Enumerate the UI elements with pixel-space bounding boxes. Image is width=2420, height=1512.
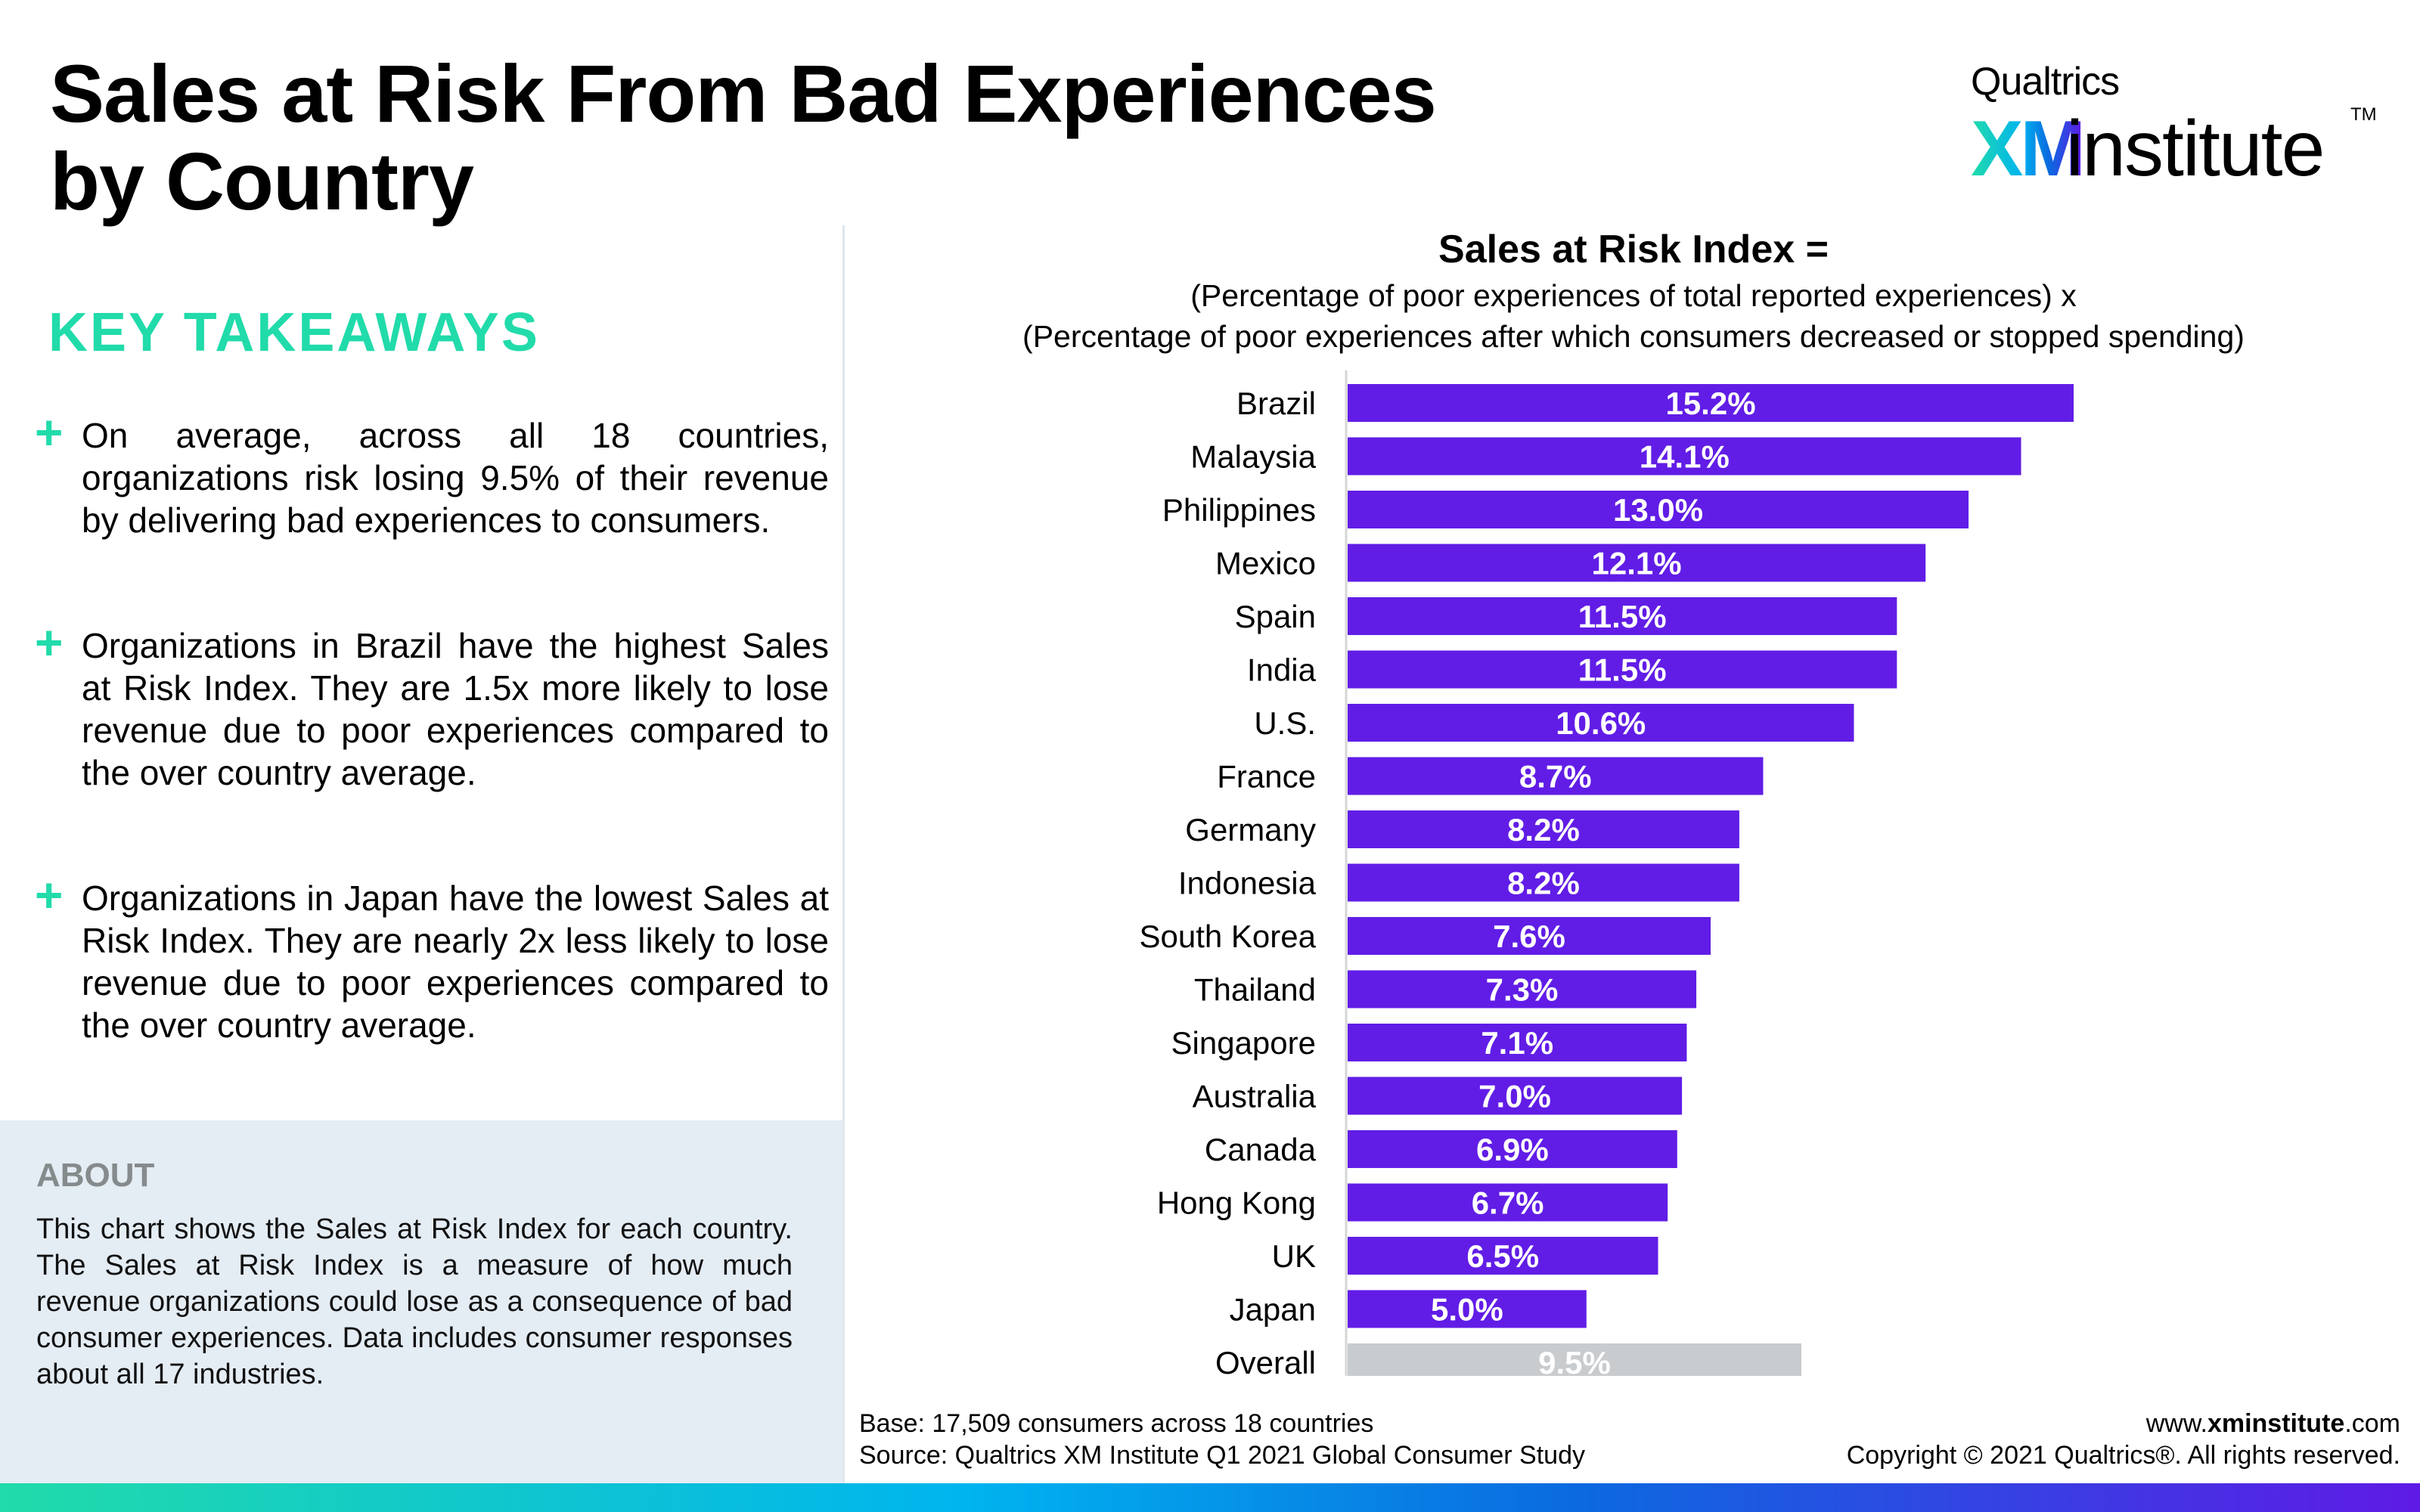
category-label: Australia bbox=[1193, 1079, 1317, 1114]
chart-title: Sales at Risk Index = bbox=[1438, 228, 1829, 271]
footnote-left: Base: 17,509 consumers across 18 countri… bbox=[859, 1408, 1585, 1471]
chart-subtitle-line2: (Percentage of poor experiences after wh… bbox=[1022, 319, 2245, 354]
category-label: Philippines bbox=[1162, 492, 1316, 528]
bar-malaysia bbox=[1348, 437, 2021, 476]
plus-icon: + bbox=[35, 405, 64, 460]
category-label: Spain bbox=[1235, 599, 1316, 634]
source-note: Source: Qualtrics XM Institute Q1 2021 G… bbox=[859, 1441, 1586, 1470]
category-label: Mexico bbox=[1215, 546, 1316, 581]
logo-trademark: TM bbox=[2350, 104, 2377, 125]
bar-spain bbox=[1348, 597, 1897, 635]
value-label: 7.6% bbox=[1493, 919, 1565, 954]
panel-divider bbox=[842, 225, 845, 1483]
bar-singapore bbox=[1348, 1024, 1687, 1061]
footnote-right: www.xminstitute.com Copyright © 2021 Qua… bbox=[1847, 1408, 2400, 1471]
bar-germany bbox=[1348, 810, 1739, 848]
bar-thailand bbox=[1348, 970, 1697, 1009]
category-label: Hong Kong bbox=[1157, 1185, 1316, 1221]
bar-australia bbox=[1348, 1077, 1683, 1115]
value-label: 7.0% bbox=[1478, 1079, 1551, 1114]
bar-hong-kong bbox=[1348, 1183, 1668, 1222]
category-label: Brazil bbox=[1236, 386, 1316, 421]
bar-south-korea bbox=[1348, 917, 1711, 955]
bar-india bbox=[1348, 650, 1897, 689]
bar-brazil bbox=[1348, 384, 2074, 422]
value-label: 14.1% bbox=[1640, 439, 1730, 475]
page-title-line2: by Country bbox=[50, 135, 474, 227]
bottom-gradient-bar bbox=[0, 1483, 2420, 1512]
value-label: 5.0% bbox=[1431, 1292, 1503, 1328]
sales-at-risk-bar-chart: Brazil 15.2% Malaysia 14.1% Philippines 13.0%… bbox=[1139, 370, 2074, 1376]
category-label: U.S. bbox=[1254, 705, 1316, 741]
value-label: 11.5% bbox=[1578, 652, 1667, 688]
logo-institute-text: institute bbox=[2066, 105, 2325, 193]
bar-france bbox=[1348, 757, 1764, 795]
value-label: 11.5% bbox=[1578, 599, 1667, 634]
bar-uk bbox=[1348, 1237, 1658, 1275]
category-label: Thailand bbox=[1194, 972, 1316, 1008]
value-label: 8.2% bbox=[1507, 866, 1580, 901]
plus-icon: + bbox=[35, 868, 64, 922]
category-label: Germany bbox=[1185, 812, 1316, 847]
logo-xm-text: XM bbox=[1971, 105, 2086, 193]
category-label: France bbox=[1217, 759, 1316, 795]
takeaway-text: Organizations in Brazil have the highest… bbox=[82, 626, 829, 792]
value-label: 8.7% bbox=[1519, 759, 1592, 795]
bar-mexico bbox=[1348, 544, 1926, 582]
value-label: 10.6% bbox=[1556, 705, 1646, 741]
category-label: Malaysia bbox=[1190, 439, 1316, 475]
plus-icon: + bbox=[35, 615, 64, 670]
url-domain: xminstitute bbox=[2207, 1409, 2345, 1438]
bar-overall bbox=[1348, 1343, 1801, 1376]
xm-institute-logo: Qualtrics XM institute TM bbox=[1971, 59, 2377, 191]
takeaway-text: Organizations in Japan have the lowest S… bbox=[82, 878, 829, 1045]
value-label: 8.2% bbox=[1507, 812, 1580, 847]
takeaway-text: On average, across all 18 countries, org… bbox=[82, 416, 829, 540]
value-label: 13.0% bbox=[1613, 492, 1703, 528]
page-title-line1: Sales at Risk From Bad Experiences bbox=[50, 48, 1437, 139]
about-text: This chart shows the Sales at Risk Index… bbox=[36, 1213, 793, 1390]
about-box: ABOUT This chart shows the Sales at Risk… bbox=[0, 1120, 842, 1483]
category-label: UK bbox=[1272, 1238, 1316, 1274]
category-label: Overall bbox=[1215, 1345, 1316, 1376]
key-takeaways-heading: KEY TAKEAWAYS bbox=[48, 302, 540, 363]
bar-canada bbox=[1348, 1130, 1677, 1168]
category-label: India bbox=[1247, 652, 1317, 688]
copyright-note: Copyright © 2021 Qualtrics®. All rights … bbox=[1846, 1441, 2400, 1470]
website-link[interactable]: www.xminstitute.com bbox=[1847, 1408, 2400, 1439]
bar-u-s bbox=[1348, 704, 1854, 742]
value-label: 12.1% bbox=[1592, 546, 1682, 581]
bar-philippines bbox=[1348, 491, 1969, 528]
value-label: 6.9% bbox=[1476, 1132, 1549, 1167]
url-prefix: www. bbox=[2145, 1409, 2207, 1438]
category-label: Indonesia bbox=[1178, 866, 1317, 901]
about-heading: ABOUT bbox=[36, 1157, 155, 1194]
value-label: 6.7% bbox=[1472, 1185, 1544, 1221]
page-title: Sales at Risk From Bad Experiences by Co… bbox=[50, 50, 1562, 225]
category-label: Canada bbox=[1205, 1132, 1317, 1167]
category-label: South Korea bbox=[1139, 919, 1316, 954]
bar-japan bbox=[1348, 1290, 1587, 1328]
logo-qualtrics-text: Qualtrics bbox=[1971, 60, 2120, 104]
category-label: Singapore bbox=[1171, 1025, 1316, 1061]
chart-subtitle-line1: (Percentage of poor experiences of total… bbox=[1190, 278, 2077, 313]
value-label: 15.2% bbox=[1665, 386, 1755, 421]
bar-indonesia bbox=[1348, 863, 1739, 902]
value-label: 7.1% bbox=[1481, 1025, 1553, 1061]
value-label: 7.3% bbox=[1486, 972, 1559, 1008]
url-suffix: .com bbox=[2344, 1409, 2400, 1438]
value-label: 6.5% bbox=[1466, 1238, 1539, 1274]
category-label: Japan bbox=[1230, 1292, 1316, 1328]
base-note: Base: 17,509 consumers across 18 countri… bbox=[859, 1409, 1374, 1438]
value-label: 9.5% bbox=[1538, 1345, 1611, 1376]
